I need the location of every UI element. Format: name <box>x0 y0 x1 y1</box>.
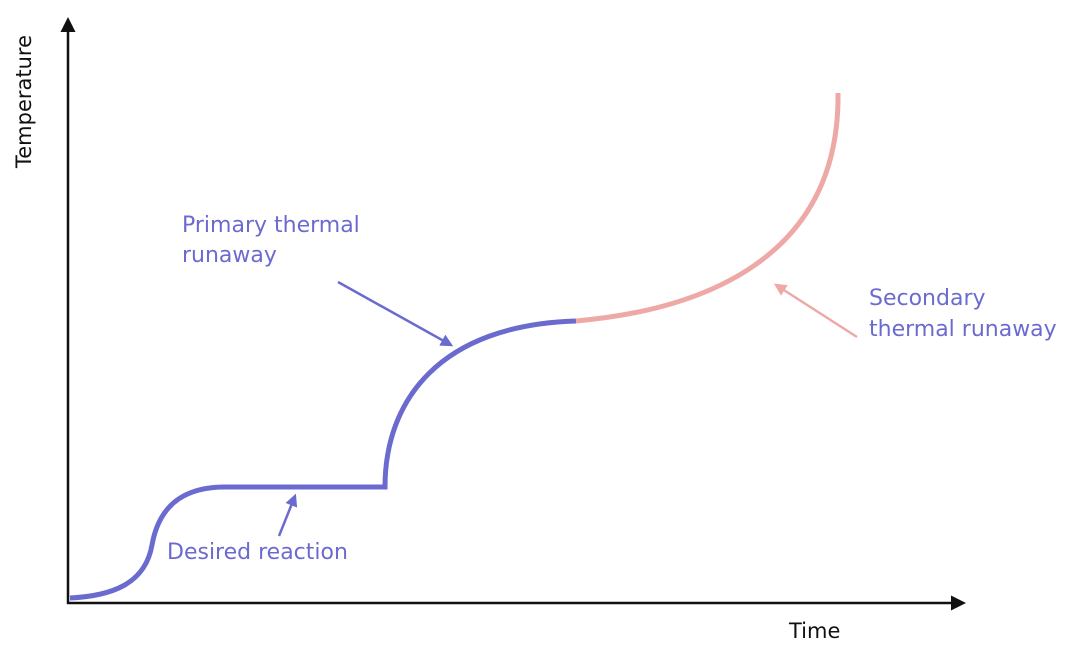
primary-arrow <box>337 280 454 347</box>
primary-curve <box>69 318 577 601</box>
primary-label: Primary thermal <box>182 213 360 238</box>
y-axis-label: Temperature <box>12 35 36 169</box>
desired-label: Desired reaction <box>167 540 348 565</box>
secondary-label: thermal runaway <box>869 317 1057 342</box>
secondary-arrow <box>773 283 858 339</box>
x-axis-label: Time <box>788 619 840 643</box>
desired-arrow <box>277 493 298 537</box>
secondary-curve <box>575 92 841 324</box>
primary-label: runaway <box>182 243 277 268</box>
secondary-label: Secondary <box>869 286 986 311</box>
